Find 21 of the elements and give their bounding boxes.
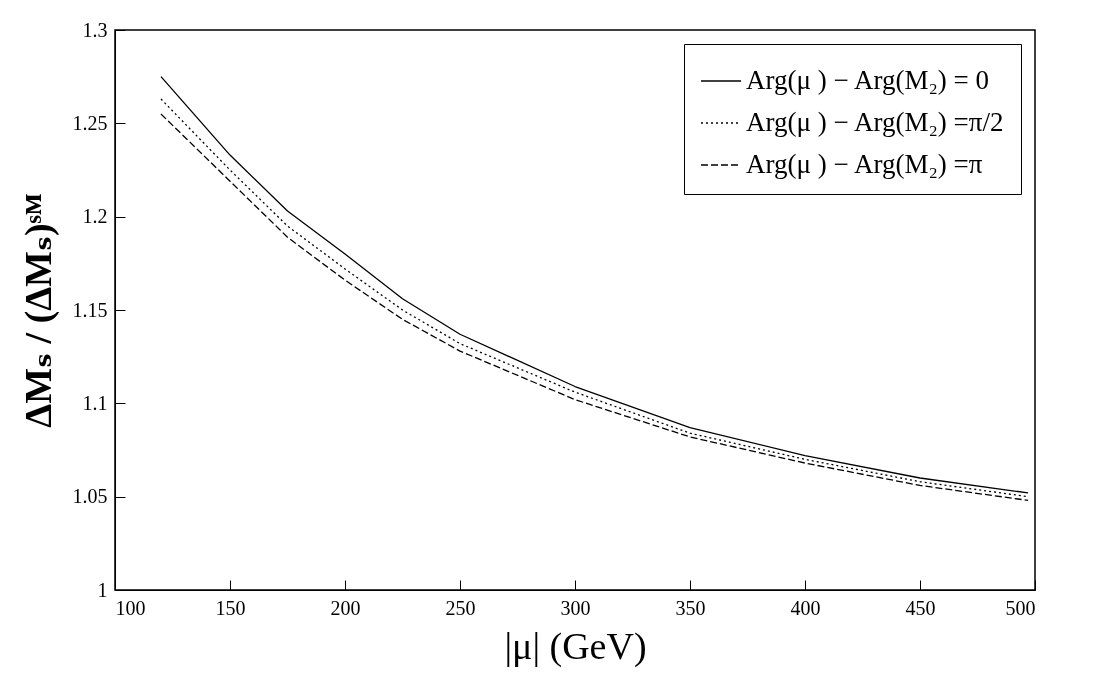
y-tick-label: 1.15 bbox=[72, 298, 108, 321]
x-tick-label: 300 bbox=[560, 596, 591, 619]
legend-label: Arg(μ ) − Arg(M₂) =π bbox=[746, 149, 983, 179]
y-tick-label: 1.3 bbox=[82, 18, 108, 41]
x-tick-label: 350 bbox=[675, 596, 706, 619]
y-tick-label: 1 bbox=[97, 578, 108, 601]
legend-label: Arg(μ ) − Arg(M₂) = 0 bbox=[746, 65, 990, 95]
y-tick-label: 1.05 bbox=[72, 485, 108, 508]
y-axis-title: ΔMₛ / (ΔMₛ)ˢᴹ bbox=[16, 193, 60, 428]
x-tick-label: 200 bbox=[330, 596, 361, 619]
y-tick-label: 1.2 bbox=[82, 205, 108, 228]
x-tick-label: 400 bbox=[790, 596, 821, 619]
x-tick-label: 500 bbox=[1005, 596, 1036, 619]
legend-label: Arg(μ ) − Arg(M₂) =π/2 bbox=[746, 107, 1004, 137]
x-tick-label: 150 bbox=[215, 596, 246, 619]
y-tick-label: 1.1 bbox=[82, 391, 108, 414]
x-tick-label: 250 bbox=[445, 596, 476, 619]
x-tick-label: 100 bbox=[115, 596, 146, 619]
y-tick-label: 1.25 bbox=[72, 111, 108, 134]
x-axis-title: |μ| (GeV) bbox=[504, 624, 647, 668]
x-tick-label: 450 bbox=[905, 596, 936, 619]
